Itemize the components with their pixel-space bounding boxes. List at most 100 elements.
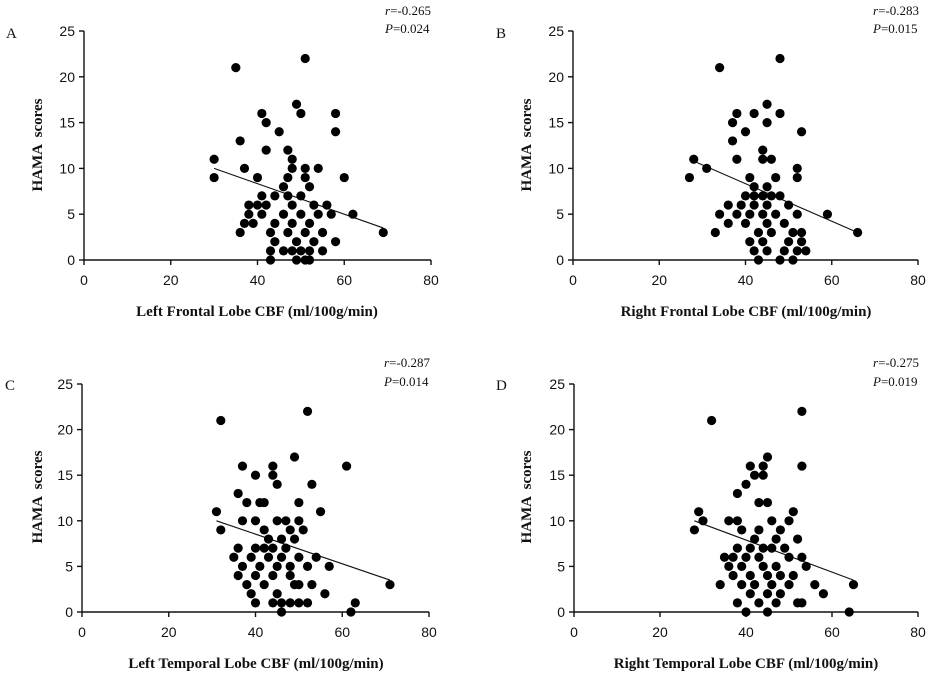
data-point [732,154,742,164]
data-point [724,516,734,526]
data-point [216,415,226,426]
r-statistic: r=-0.287 [384,355,430,370]
y-tick-label: 25 [548,23,564,39]
p-statistic: P=0.015 [872,21,918,36]
y-tick-label: 5 [556,206,564,222]
data-point [246,552,256,562]
data-point [758,191,768,201]
data-point [294,497,304,508]
data-point [296,209,306,219]
data-point [766,191,776,201]
data-point [707,415,717,426]
data-point [304,255,315,265]
data-point [732,488,743,499]
data-point [231,63,241,73]
data-point [244,200,254,210]
data-point [784,580,794,590]
data-point [715,63,725,73]
y-tick-label: 25 [59,23,75,39]
data-point [702,163,712,173]
data-point [732,516,743,526]
data-point [233,570,243,581]
data-point [793,534,803,544]
data-point [723,200,733,210]
data-point [758,145,768,155]
data-point [796,227,807,238]
data-point [283,172,293,183]
data-point [296,108,306,119]
y-axis-label: HAMA scores [30,98,46,191]
data-point [229,552,239,562]
y-tick-label: 5 [65,558,73,574]
data-point [346,607,356,617]
x-tick-label: 0 [80,272,88,288]
data-point [771,534,781,544]
data-point [728,552,738,562]
x-tick-label: 80 [910,272,926,288]
data-point [270,191,280,201]
panel-letter: D [496,378,507,394]
data-point [307,479,317,489]
data-point [758,154,768,164]
data-point [285,525,295,535]
data-point [775,570,786,581]
data-point [775,525,786,535]
y-tick-label: 15 [57,467,73,483]
data-point [302,598,313,608]
y-tick-label: 0 [557,604,565,620]
data-point [283,191,293,201]
data-point [304,182,315,192]
data-point [233,543,243,553]
data-point [771,172,781,183]
x-tick-label: 40 [248,624,264,640]
data-point [775,589,786,599]
chart-panel-c: Cr=-0.287 P=0.014 0 5 10 15 20 25 0 20 40 60 80 Left … [5,355,437,672]
data-point [771,561,781,572]
data-point [242,580,252,590]
data-point [758,209,768,219]
data-point [311,552,321,562]
panel-letter: C [5,378,15,394]
data-point [244,209,254,219]
data-point [775,191,785,201]
x-tick-label: 60 [824,272,840,288]
data-point [750,580,760,590]
x-tick-label: 20 [161,624,177,640]
y-tick-label: 0 [65,604,73,620]
data-point [762,218,772,228]
data-point [749,182,759,192]
data-point [732,598,743,608]
data-point [304,246,315,256]
data-point [257,209,267,219]
y-tick-label: 25 [549,376,565,392]
data-point [741,607,751,617]
data-point [261,200,271,210]
data-point [259,580,269,590]
data-point [792,246,802,256]
data-point [261,145,271,155]
x-axis-label: Right Frontal Lobe CBF (ml/100g/min) [621,304,872,320]
data-point [762,589,773,599]
data-point [287,218,297,228]
data-point [285,570,295,581]
data-point [788,507,798,517]
data-point [737,561,747,572]
data-point [698,516,708,526]
y-tick-label: 5 [67,206,75,222]
data-point [737,580,747,590]
data-point [248,218,258,228]
data-point [788,570,798,581]
data-point [818,589,829,599]
data-point [784,200,794,210]
data-point [801,246,811,256]
data-point [278,209,289,219]
data-point [779,218,789,228]
data-point [289,534,300,544]
data-point [710,227,720,238]
data-point [216,525,226,535]
data-point [792,209,802,219]
data-point [255,561,265,572]
data-point [736,200,746,210]
data-point [745,589,755,599]
data-point [749,108,759,119]
